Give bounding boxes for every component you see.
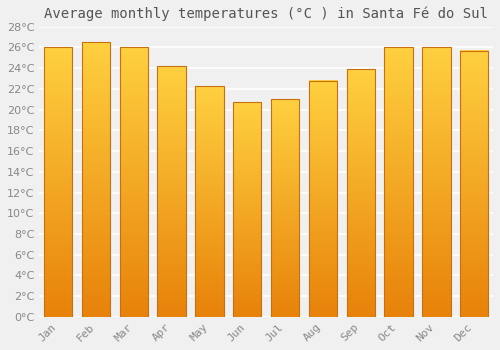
Bar — [120, 48, 148, 317]
Bar — [44, 48, 72, 317]
Title: Average monthly temperatures (°C ) in Santa Fé do Sul: Average monthly temperatures (°C ) in Sa… — [44, 7, 488, 21]
Bar — [308, 80, 337, 317]
Bar — [82, 42, 110, 317]
Bar — [196, 86, 224, 317]
Bar — [346, 69, 375, 317]
Bar — [271, 99, 300, 317]
Bar — [158, 66, 186, 317]
Bar — [460, 51, 488, 317]
Bar — [233, 103, 262, 317]
Bar — [422, 48, 450, 317]
Bar — [384, 48, 412, 317]
